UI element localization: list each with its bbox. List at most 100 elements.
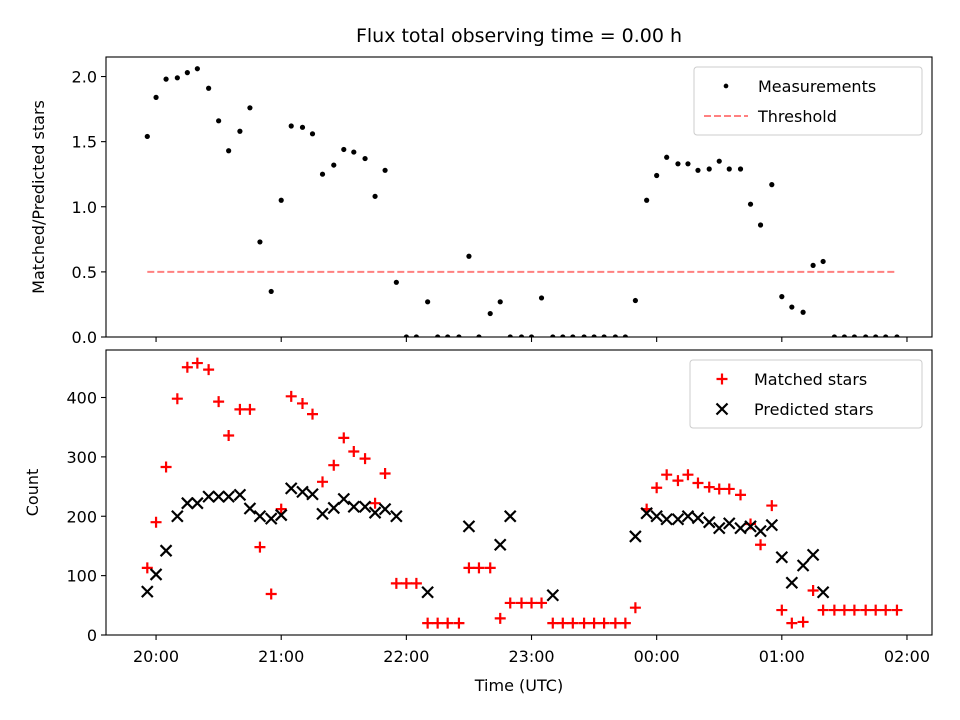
predicted-stars-point <box>378 502 392 516</box>
matched-stars-point <box>516 597 528 609</box>
predicted-stars-point <box>327 501 341 515</box>
measurements-point <box>445 334 451 337</box>
measurements-point <box>476 334 482 337</box>
measurements-point <box>226 148 232 154</box>
measurements-point <box>873 334 879 337</box>
matched-stars-point <box>369 497 381 509</box>
predicted-stars-point <box>233 488 247 502</box>
predicted-stars-point <box>316 507 329 521</box>
measurements-point <box>403 334 409 337</box>
count-panel: 0 100 200 300 400 20:00 21:00 22:00 23:00 00:00 01… <box>23 349 933 666</box>
predicted-stars-point <box>650 509 663 523</box>
predicted-stars-point <box>744 520 757 533</box>
counts-legend: Matched stars Predicted stars <box>689 359 923 429</box>
predicted-stars-point <box>734 521 747 535</box>
matched-stars-point <box>755 539 767 551</box>
matched-stars-point <box>723 483 735 495</box>
measurements-point <box>747 201 754 207</box>
predicted-stars-point <box>493 538 507 552</box>
predicted-stars-point <box>722 517 736 530</box>
measurements-point <box>257 239 263 245</box>
matched-stars-point <box>328 459 340 471</box>
matched-stars-point <box>672 475 684 487</box>
matched-stars-point <box>307 408 318 420</box>
measurements-point <box>810 262 816 268</box>
measurements-point <box>800 309 806 315</box>
matched-stars-point <box>422 617 434 629</box>
measurements-point <box>644 197 650 203</box>
predicted-stars-point <box>765 518 779 532</box>
measurements-point <box>153 94 159 100</box>
measurements-point <box>726 166 732 172</box>
matched-stars-point <box>203 364 215 376</box>
measurements-point <box>319 171 326 177</box>
measurements-point <box>632 297 638 304</box>
matched-stars-point <box>150 516 162 528</box>
predicted-stars-point <box>274 508 288 522</box>
y-tick-label: 1.5 <box>72 133 97 152</box>
matched-stars-point <box>735 489 747 501</box>
measurements-point <box>601 334 607 337</box>
matched-stars-point <box>891 604 903 616</box>
measurements-point <box>413 334 419 337</box>
y-axis-label: Matched/Predicted stars <box>29 100 48 294</box>
x-tick-label: 21:00 <box>258 647 304 666</box>
x-tick-label: 23:00 <box>508 647 554 666</box>
counts-plot-area <box>141 357 903 629</box>
predicted-stars-point <box>754 524 767 538</box>
matched-stars-point <box>703 481 715 493</box>
predicted-stars-point <box>681 509 695 523</box>
measurements-point <box>737 166 744 172</box>
measurements-point <box>612 334 618 337</box>
matched-stars-point <box>661 469 673 481</box>
measurements-point <box>372 193 378 199</box>
predicted-stars-point <box>296 485 309 499</box>
measurements-point <box>757 222 764 228</box>
predicted-stars-point <box>141 585 154 598</box>
predicted-stars-point <box>462 520 476 533</box>
matched-stars-point <box>400 577 412 589</box>
ratio-plot-area <box>144 66 900 337</box>
measurements-point <box>706 166 712 172</box>
predicted-stars-point <box>390 509 403 523</box>
measurements-point <box>863 334 869 337</box>
measurements-point <box>393 279 399 285</box>
measurements-point <box>341 146 347 153</box>
matched-stars-point <box>786 617 798 629</box>
measurements-point <box>144 133 150 140</box>
measurements-point <box>894 334 900 337</box>
measurements-point <box>382 167 388 173</box>
predicted-stars-point <box>284 482 298 495</box>
matched-stars-point <box>797 616 809 628</box>
x-tick-label: 20:00 <box>133 647 179 666</box>
measurements-point <box>695 167 701 173</box>
predicted-stars-point <box>171 509 184 523</box>
legend-box <box>689 359 923 429</box>
matched-stars-point <box>692 477 704 489</box>
ratio-legend: Measurements Threshold <box>693 66 923 136</box>
measurements-point <box>362 155 368 162</box>
matched-stars-point <box>432 617 444 629</box>
measurements-point <box>288 123 294 129</box>
measurements-point <box>174 75 180 81</box>
predicted-stars-point <box>503 509 517 523</box>
predicted-stars-point <box>181 496 194 510</box>
measurements-point <box>883 334 889 337</box>
matched-stars-point <box>713 483 725 495</box>
matched-stars-point <box>171 393 183 405</box>
x-axis-label: Time (UTC) <box>474 676 563 695</box>
ratio-axes-frame <box>105 56 933 338</box>
measurements-point <box>528 334 535 337</box>
measurements-point <box>497 299 503 305</box>
matched-stars-point <box>484 562 496 574</box>
measurements-point <box>216 118 222 124</box>
y-tick-label: 0.5 <box>72 263 97 282</box>
matched-stars-point <box>504 597 516 609</box>
measurements-point <box>841 334 847 337</box>
matched-stars-point <box>526 597 538 609</box>
measurements-point <box>591 334 597 337</box>
matched-stars-point <box>348 446 360 458</box>
predicted-stars-point <box>660 512 673 526</box>
ratio-panel: 0.0 0.5 1.0 1.5 2.0 Matched/Predicted stars Me… <box>29 56 933 347</box>
measurements-point <box>779 294 785 300</box>
